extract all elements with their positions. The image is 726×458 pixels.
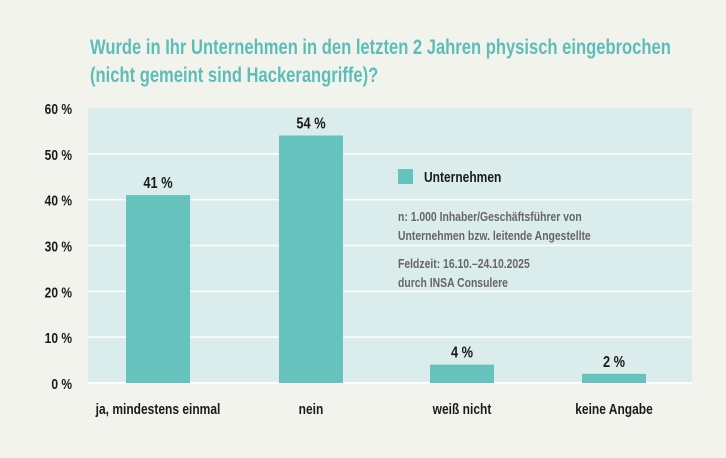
note-text: Unternehmen bzw. leitende Angestellte	[398, 229, 591, 243]
bar	[279, 135, 343, 383]
y-tick-label: 40 %	[45, 192, 72, 209]
data-label: 4 %	[451, 344, 473, 362]
bar	[430, 364, 494, 383]
y-tick-label: 10 %	[45, 330, 72, 347]
note-text: n: 1.000 Inhaber/Geschäftsführer von	[398, 210, 582, 224]
note-text: durch INSA Consulere	[398, 276, 508, 290]
y-tick-label: 60 %	[45, 101, 72, 118]
data-label: 54 %	[296, 115, 325, 133]
x-tick-label: keine Angabe	[575, 401, 653, 418]
x-tick-label: nein	[299, 401, 324, 418]
legend-swatch	[398, 169, 413, 184]
x-tick-label: ja, mindestens einmal	[95, 401, 221, 418]
x-tick-label: weiß nicht	[432, 401, 492, 418]
note-text: Feldzeit: 16.10.–24.10.2025	[398, 257, 530, 271]
y-tick-label: 50 %	[45, 147, 72, 164]
y-tick-label: 0 %	[51, 376, 72, 393]
y-tick-label: 20 %	[45, 284, 72, 301]
bar	[126, 195, 190, 383]
data-label: 41 %	[143, 175, 172, 193]
legend-label: Unternehmen	[424, 169, 501, 186]
data-label: 2 %	[603, 354, 625, 372]
chart-title: Wurde in Ihr Unternehmen in den letzten …	[90, 36, 671, 59]
chart-title: (nicht gemeint sind Hackerangriffe)?	[90, 64, 378, 87]
bar	[582, 373, 646, 383]
y-tick-label: 30 %	[45, 238, 72, 255]
